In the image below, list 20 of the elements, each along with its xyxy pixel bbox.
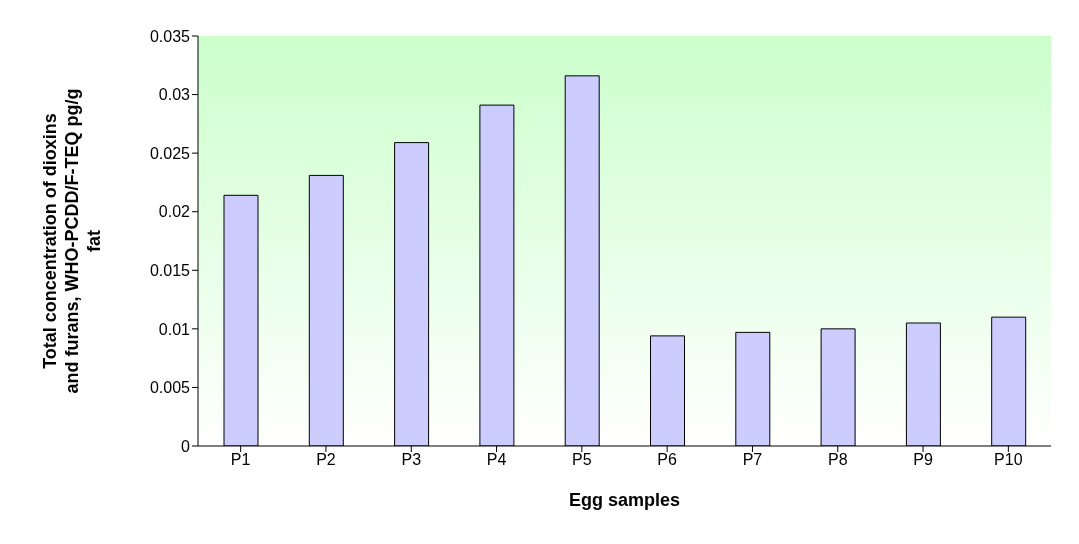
x-tick-label: P2 [316, 451, 336, 469]
y-tick-label: 0.02 [158, 203, 191, 221]
y-axis-title: Total concentration of dioxins and furans, WHO-PCDD/F-TEQ pg/g fat [40, 88, 104, 394]
y-tick-label: 0.015 [149, 261, 191, 279]
x-tick-label: P9 [913, 451, 933, 469]
x-tick-label: P6 [657, 451, 678, 469]
y-tick-label: 0.03 [158, 86, 191, 104]
x-tick-label: P4 [486, 451, 507, 469]
y-tick-label: 0 [181, 437, 191, 455]
y-tick-label: 0.005 [149, 379, 191, 397]
x-tick-label: P10 [994, 451, 1023, 469]
y-tick-label: 0.035 [149, 27, 191, 45]
x-tick-label: P5 [572, 451, 592, 469]
x-tick-label: P1 [230, 451, 251, 469]
x-tick-label: P7 [742, 451, 763, 469]
x-tick-label: P3 [401, 451, 422, 469]
y-tick-label: 0.025 [149, 144, 191, 162]
x-axis-title: Egg samples [568, 490, 681, 510]
y-tick-label: 0.01 [158, 320, 191, 338]
x-tick-label: P8 [827, 451, 848, 469]
